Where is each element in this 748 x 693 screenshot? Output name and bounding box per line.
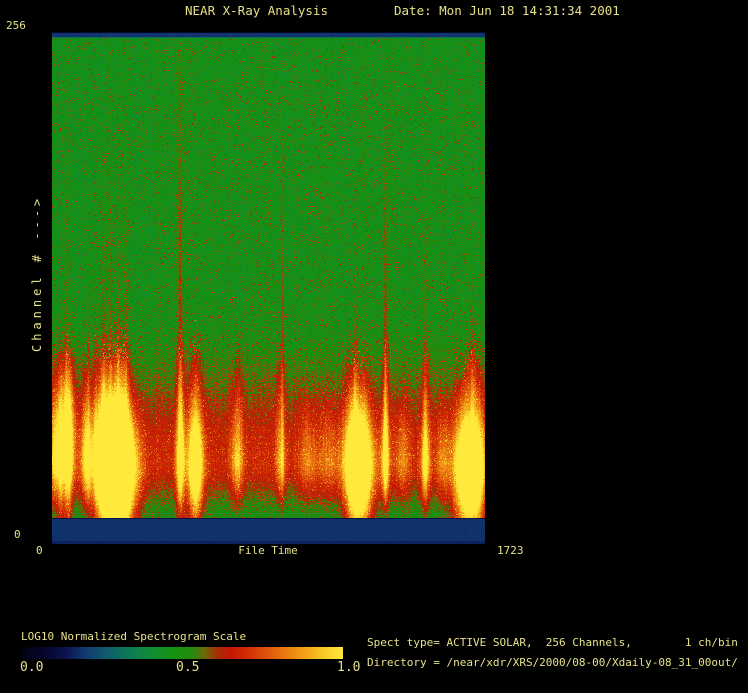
page-title: NEAR X-Ray Analysis: [185, 3, 328, 18]
spect-type-line: Spect type= ACTIVE SOLAR, 256 Channels, …: [367, 636, 738, 649]
x-axis-max-label: 1723: [497, 544, 524, 557]
y-axis-label: Channel # --->: [30, 194, 44, 352]
spectrogram-canvas: [52, 32, 485, 544]
x-axis-min-label: 0: [36, 544, 43, 557]
colorbar-tick-min: 0.0: [20, 660, 44, 675]
colorbar-tick-max: 1.0: [337, 660, 361, 675]
colorbar-tick-mid: 0.5: [176, 660, 200, 675]
date-label: Date: Mon Jun 18 14:31:34 2001: [394, 3, 620, 18]
y-axis-max-label: 256: [6, 19, 26, 32]
directory-line: Directory = /near/xdr/XRS/2000/08-00/Xda…: [367, 656, 738, 669]
colorbar-label: LOG10 Normalized Spectrogram Scale: [21, 630, 247, 643]
colorbar: [22, 647, 343, 659]
y-axis-min-label: 0: [14, 528, 21, 541]
x-axis-title: File Time: [238, 544, 298, 557]
